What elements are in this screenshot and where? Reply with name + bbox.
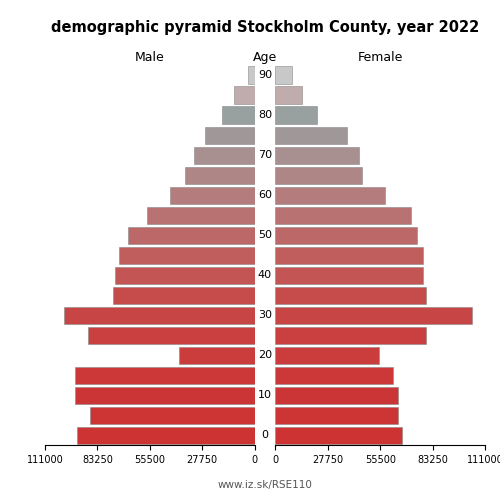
Bar [276,306,472,324]
Bar [128,226,254,244]
Bar [64,306,254,324]
Text: 30: 30 [258,310,272,320]
Text: 10: 10 [258,390,272,400]
Text: 40: 40 [258,270,272,280]
Bar [276,146,358,164]
Bar [234,86,254,104]
Bar [276,126,347,144]
Bar [276,166,362,184]
Bar [75,386,254,404]
Bar [276,366,392,384]
Bar [276,386,398,404]
Bar [115,266,254,283]
Text: 60: 60 [258,190,272,200]
Bar [276,186,385,204]
Text: 80: 80 [258,110,272,120]
Bar [90,406,254,424]
Bar [276,246,422,264]
Bar [276,266,422,283]
Bar [170,186,254,204]
Title: Female: Female [358,51,403,64]
Bar [276,86,302,104]
Bar [276,66,292,84]
Bar [194,146,254,164]
Text: 90: 90 [258,70,272,80]
Text: 70: 70 [258,150,272,160]
Text: 20: 20 [258,350,272,360]
Bar [276,206,411,224]
Text: demographic pyramid Stockholm County, year 2022: demographic pyramid Stockholm County, ye… [51,20,479,35]
Title: Male: Male [135,51,164,64]
Bar [206,126,254,144]
Bar [248,66,254,84]
Bar [276,406,398,424]
Bar [75,366,254,384]
Title: Age: Age [253,51,277,64]
Bar [276,346,380,364]
Bar [276,286,426,304]
Bar [147,206,254,224]
Text: 50: 50 [258,230,272,240]
Bar [113,286,255,304]
Bar [88,326,254,344]
Bar [276,426,402,444]
Bar [276,326,426,344]
Bar [184,166,254,184]
Bar [276,226,417,244]
Text: www.iz.sk/RSE110: www.iz.sk/RSE110 [218,480,312,490]
Bar [222,106,254,124]
Bar [179,346,254,364]
Bar [77,426,254,444]
Text: 0: 0 [262,430,268,440]
Bar [118,246,254,264]
Bar [276,106,317,124]
